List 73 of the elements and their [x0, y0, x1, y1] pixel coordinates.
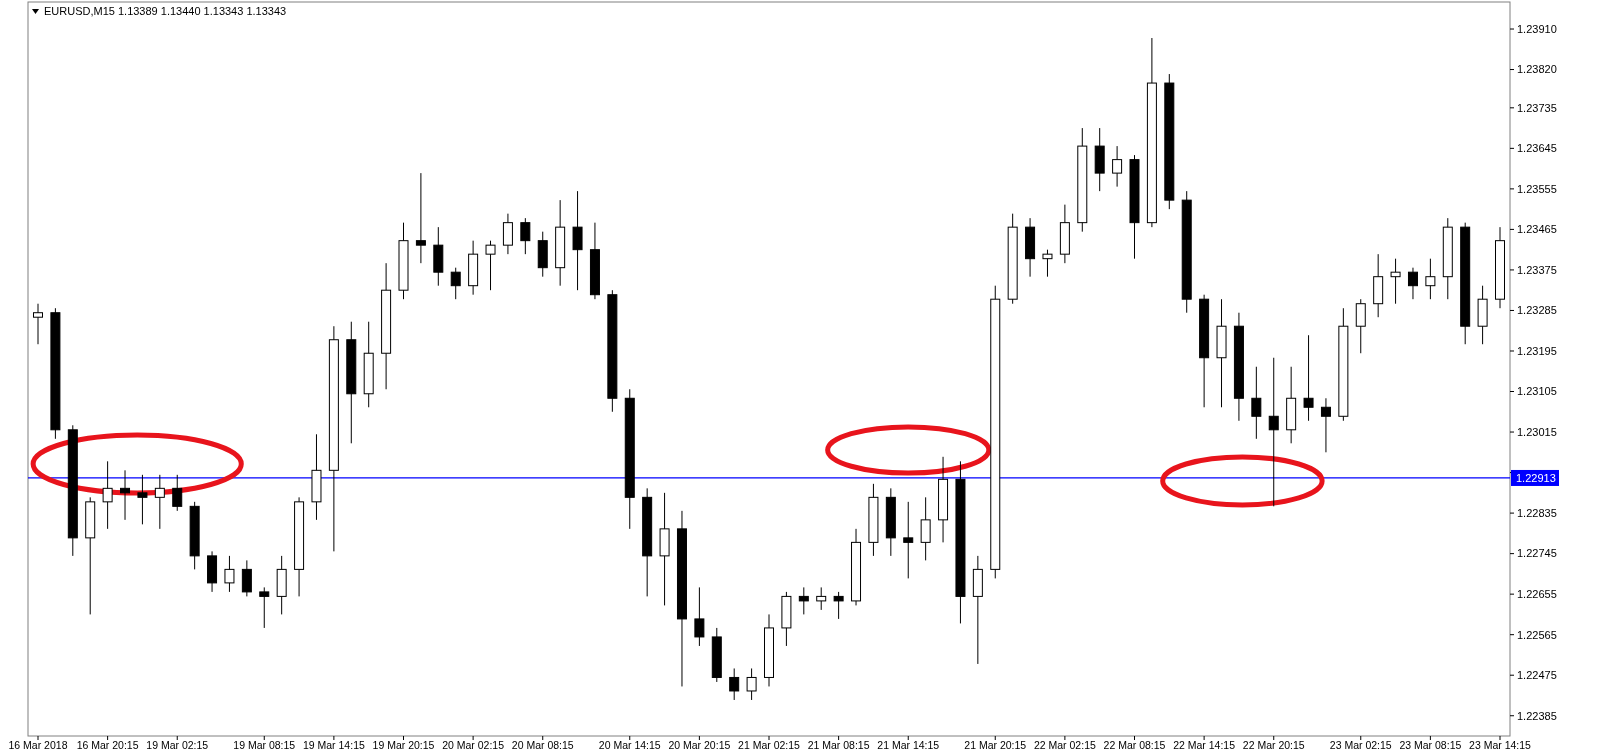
- candlestick: [903, 501, 914, 579]
- y-tick-label: 1.23555: [1517, 182, 1557, 195]
- candlestick: [1320, 397, 1331, 453]
- x-tick-label: 19 Mar 02:15: [146, 739, 209, 751]
- candlestick: [502, 213, 513, 255]
- candlestick: [572, 190, 583, 291]
- x-tick-label: 21 Mar 08:15: [807, 739, 870, 751]
- x-tick-label: 23 Mar 08:15: [1399, 739, 1462, 751]
- candlestick: [120, 469, 131, 521]
- candlestick: [520, 217, 531, 255]
- candlestick: [137, 474, 148, 525]
- y-tick-label: 1.23735: [1517, 101, 1557, 114]
- y-tick-label: 1.22385: [1517, 709, 1557, 722]
- chart-title: EURUSD,M15 1.13389 1.13440 1.13343 1.13343: [44, 5, 287, 17]
- x-tick-label: 23 Mar 02:15: [1329, 739, 1392, 751]
- x-tick-label: 22 Mar 20:15: [1242, 739, 1305, 751]
- x-tick-label: 21 Mar 20:15: [964, 739, 1027, 751]
- x-tick-label: 21 Mar 14:15: [877, 739, 940, 751]
- candlestick: [102, 460, 113, 530]
- x-tick-label: 19 Mar 08:15: [233, 739, 296, 751]
- candlestick: [1268, 357, 1279, 507]
- x-tick-label: 20 Mar 02:15: [442, 739, 505, 751]
- x-tick-label: 22 Mar 08:15: [1103, 739, 1166, 751]
- candlestick: [485, 240, 496, 291]
- x-tick-label: 23 Mar 14:15: [1469, 739, 1532, 751]
- candlestick: [1112, 145, 1123, 188]
- x-tick-label: 22 Mar 02:15: [1033, 739, 1096, 751]
- y-tick-label: 1.23820: [1517, 63, 1557, 76]
- candlestick: [450, 267, 461, 300]
- y-tick-label: 1.23015: [1517, 425, 1557, 438]
- candlestick: [746, 667, 757, 701]
- ref-line-label: 1.22913: [1516, 471, 1556, 484]
- candlestick: [694, 586, 705, 647]
- y-tick-label: 1.22655: [1517, 588, 1557, 600]
- candlestick: [1390, 258, 1401, 305]
- candlestick: [33, 303, 43, 345]
- x-tick-label: 19 Mar 14:15: [302, 739, 365, 751]
- candlestick: [241, 559, 252, 597]
- y-tick-label: 1.23375: [1517, 263, 1557, 276]
- x-tick-label: 19 Mar 20:15: [372, 739, 435, 751]
- y-tick-label: 1.23105: [1517, 385, 1557, 398]
- y-tick-label: 1.23285: [1517, 304, 1557, 317]
- y-tick-label: 1.23195: [1517, 344, 1557, 357]
- candlestick: [816, 586, 827, 611]
- candlestick: [259, 586, 270, 629]
- x-tick-label: 21 Mar 02:15: [738, 739, 801, 751]
- candlestick: [729, 667, 740, 701]
- y-tick-label: 1.23465: [1517, 223, 1557, 236]
- candlestick: [798, 586, 809, 615]
- y-tick-label: 1.23910: [1517, 22, 1557, 35]
- candlestick: [920, 496, 931, 561]
- candlestick: [172, 474, 183, 512]
- y-tick-label: 1.22745: [1517, 547, 1557, 560]
- candlestick: [833, 591, 844, 620]
- x-tick-label: 20 Mar 20:15: [668, 739, 731, 751]
- candlestick: [224, 555, 235, 593]
- candlestick: [1407, 267, 1418, 300]
- x-tick-label: 16 Mar 2018: [8, 739, 68, 751]
- y-tick-label: 1.22565: [1517, 628, 1557, 641]
- x-tick-label: 16 Mar 20:15: [76, 739, 139, 751]
- y-tick-label: 1.22475: [1517, 669, 1557, 682]
- candlestick: [154, 474, 165, 530]
- candlestick: [415, 172, 426, 264]
- candlestick: [1251, 366, 1262, 440]
- candlestick: [1042, 249, 1053, 278]
- y-tick-label: 1.23645: [1517, 142, 1557, 155]
- candlestick: [1355, 298, 1366, 354]
- candlestick: [1425, 258, 1436, 300]
- y-tick-label: 1.22835: [1517, 506, 1557, 519]
- x-tick-label: 20 Mar 14:15: [598, 739, 661, 751]
- candlestick: [1303, 334, 1314, 422]
- x-tick-label: 22 Mar 14:15: [1173, 739, 1236, 751]
- x-tick-label: 20 Mar 08:15: [511, 739, 574, 751]
